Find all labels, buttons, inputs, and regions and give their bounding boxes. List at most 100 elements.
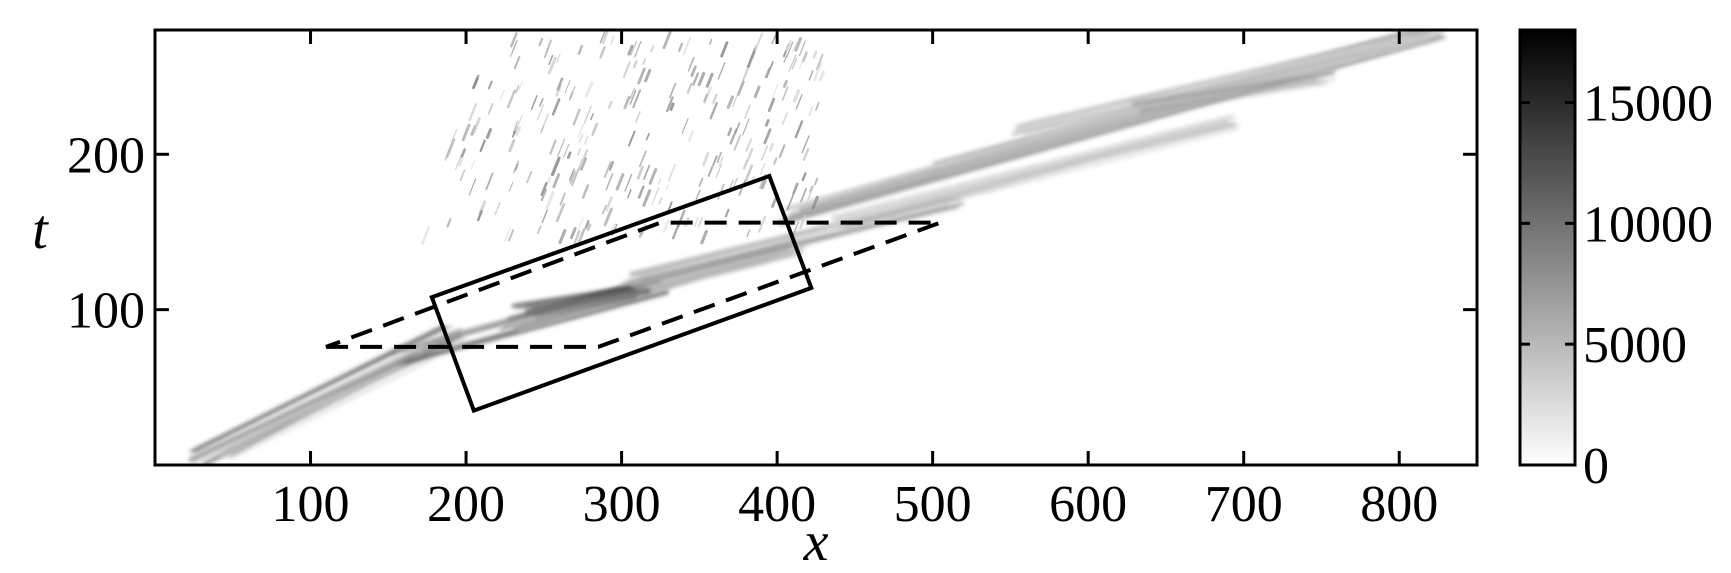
wisp xyxy=(745,138,753,152)
scatter-wisps xyxy=(421,30,825,245)
wisp xyxy=(798,40,806,57)
streak-line xyxy=(833,116,1237,220)
wisp xyxy=(540,188,547,202)
streak-line xyxy=(1130,68,1336,104)
wisp xyxy=(485,128,493,139)
wisp xyxy=(578,228,586,243)
wisp xyxy=(538,37,544,47)
wisp xyxy=(610,35,615,45)
streak-line xyxy=(528,289,648,312)
axis-ticks xyxy=(155,30,1477,465)
wisp xyxy=(634,40,642,58)
wisp xyxy=(741,118,750,136)
wisp xyxy=(446,218,452,228)
annotations xyxy=(325,173,942,414)
wisp xyxy=(808,106,814,116)
wisp xyxy=(590,113,594,121)
wisp xyxy=(545,190,555,210)
wisp xyxy=(515,115,523,131)
x-tick-label: 100 xyxy=(272,476,350,533)
wisp xyxy=(577,216,585,231)
wisp xyxy=(599,30,606,44)
wisp xyxy=(601,30,609,45)
wisp xyxy=(624,173,633,192)
x-tick-labels: 100 200 300 400 500 600 700 800 xyxy=(272,476,1439,533)
wisp xyxy=(818,70,825,82)
wisp xyxy=(712,93,718,104)
wisp xyxy=(605,173,614,191)
wisp xyxy=(781,86,789,101)
wisp xyxy=(733,177,738,188)
wisp xyxy=(792,88,801,103)
wisp xyxy=(801,172,807,182)
wisp xyxy=(813,62,823,82)
streak-line xyxy=(229,357,434,460)
wisp xyxy=(718,156,724,167)
wisp xyxy=(695,189,701,201)
wisp xyxy=(802,51,808,62)
wisp xyxy=(632,60,638,69)
wisp xyxy=(549,139,557,155)
wisp xyxy=(667,163,676,182)
wisp xyxy=(690,65,697,77)
wisp xyxy=(509,41,517,58)
wisp xyxy=(562,143,570,159)
wisp xyxy=(771,35,776,45)
wisp xyxy=(712,155,718,167)
wisp xyxy=(744,164,754,183)
wisp xyxy=(764,67,770,79)
wisp xyxy=(584,81,594,98)
wisp xyxy=(716,151,723,164)
x-tick-label: 200 xyxy=(427,476,505,533)
wisp xyxy=(642,58,646,65)
colorbar-tick-label: 0 xyxy=(1583,438,1609,495)
wisp xyxy=(657,177,662,185)
wisp xyxy=(791,40,798,53)
colorbar-tick-label: 15000 xyxy=(1583,76,1713,133)
streak-line xyxy=(534,297,637,318)
wisp xyxy=(581,184,590,199)
wisp xyxy=(568,168,575,181)
wisp xyxy=(746,147,754,163)
colorbar xyxy=(1518,28,1577,467)
wisp xyxy=(513,55,521,70)
wisp xyxy=(470,159,476,171)
wisp xyxy=(736,80,745,96)
wisp xyxy=(541,209,548,223)
wisp xyxy=(526,171,533,184)
wisp xyxy=(642,189,652,207)
x-tick-label: 500 xyxy=(894,476,972,533)
wisp xyxy=(703,93,708,103)
wisp xyxy=(638,150,647,168)
wisp xyxy=(583,105,592,124)
wisp xyxy=(555,202,566,223)
wisp xyxy=(559,192,566,206)
streak-line xyxy=(518,252,789,333)
wisp xyxy=(566,151,572,159)
wisp xyxy=(812,50,818,59)
streak-line xyxy=(511,285,635,308)
x-tick-label: 400 xyxy=(738,476,816,533)
wisp xyxy=(645,132,650,141)
wisp xyxy=(662,219,670,233)
wisp xyxy=(570,227,577,240)
plot-background xyxy=(155,30,1477,465)
wisp xyxy=(508,138,516,153)
wisp xyxy=(472,77,479,89)
streak-8 xyxy=(1011,30,1432,139)
wisp xyxy=(629,87,636,99)
wisp xyxy=(584,135,589,145)
wisp xyxy=(754,32,764,52)
wisp xyxy=(753,85,761,99)
streak-10 xyxy=(1121,68,1337,115)
wisp xyxy=(488,80,493,90)
streak-line xyxy=(1016,36,1418,132)
wisp xyxy=(768,143,774,152)
wisp xyxy=(700,230,708,245)
colorbar-tick-label: 5000 xyxy=(1583,317,1687,374)
wisp xyxy=(705,72,714,88)
wisp xyxy=(577,148,581,156)
streak-line xyxy=(1130,68,1323,102)
wisp xyxy=(667,201,673,212)
wisp xyxy=(760,179,767,190)
